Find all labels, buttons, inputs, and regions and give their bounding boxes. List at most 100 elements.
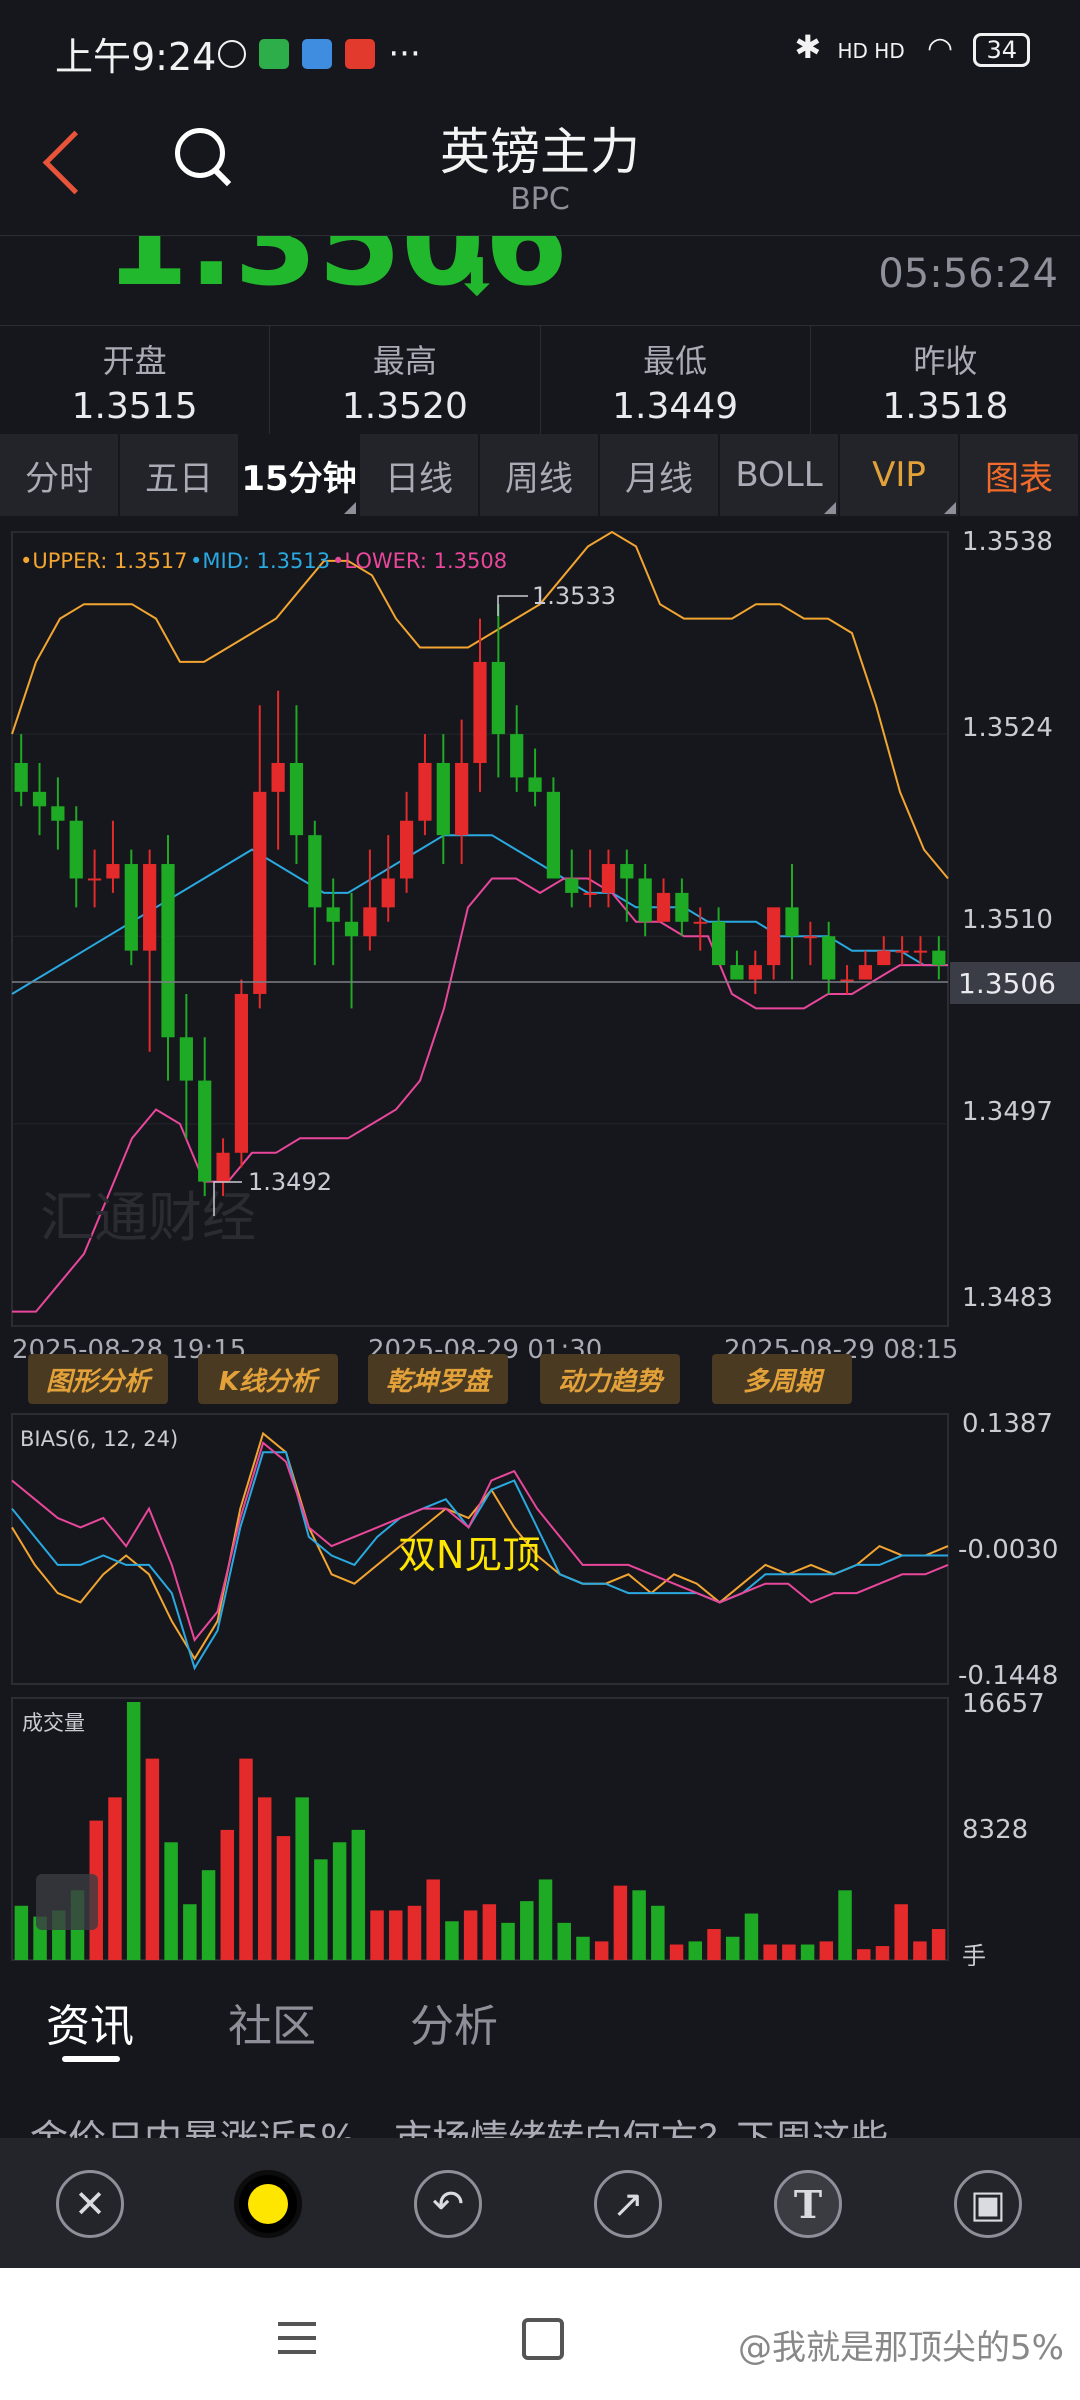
volume-bar (407, 1905, 422, 1960)
candle (822, 936, 836, 980)
news-headline[interactable]: 金价日内暴涨近5%，市场情绪转向何方？下周这些 (30, 2117, 889, 2140)
signal-icon: HD HD (837, 39, 905, 63)
candle (51, 806, 65, 821)
volume-bars (14, 1702, 946, 1960)
candle (161, 864, 175, 1038)
tab-label: VIP (872, 455, 926, 495)
candle (179, 1037, 193, 1081)
battery-icon: 34 (973, 33, 1030, 67)
volume-bar (332, 1842, 347, 1960)
info-tabs: 资讯 社区 分析 (0, 1960, 1080, 2062)
tab-label: 图表 (985, 458, 1053, 499)
last-price: 1.3506 (105, 235, 569, 313)
page-title: 英镑主力 (440, 123, 640, 181)
tab-label: 月线 (625, 458, 693, 499)
tab-five-day[interactable]: 五日 (120, 434, 240, 516)
volume-bar (482, 1904, 497, 1960)
legend-mid: •MID: 1.3513 (190, 549, 330, 573)
ohlc-open: 开盘 1.3515 (0, 326, 271, 434)
close-icon[interactable]: ✕ (56, 2170, 124, 2238)
pattern-analysis-button[interactable]: 图形分析 (28, 1354, 168, 1404)
tab-news[interactable]: 资讯 (46, 2001, 134, 2052)
volume-bar (838, 1890, 852, 1960)
bias-label: BIAS(6, 12, 24) (20, 1427, 178, 1451)
tab-label: 分时 (25, 458, 93, 499)
tab-vip[interactable]: VIP (840, 434, 960, 516)
search-icon[interactable] (175, 128, 225, 178)
momentum-trend-button[interactable]: 动力趋势 (540, 1354, 680, 1404)
dropdown-corner-icon (944, 502, 956, 514)
tab-label: 日线 (385, 458, 453, 499)
bias-line-bias24 (11, 1441, 949, 1643)
volume-bar (108, 1797, 122, 1960)
undo-icon[interactable]: ↶ (414, 2170, 482, 2238)
home-icon[interactable] (522, 2318, 564, 2360)
text-tool-button[interactable]: T (774, 2170, 842, 2238)
expand-chart-icon[interactable] (36, 1874, 98, 1930)
volume-y-tick: 8328 (962, 1815, 1028, 1845)
dropdown-corner-icon (344, 502, 356, 514)
candle (106, 864, 120, 879)
tab-label: 15分钟 (241, 458, 357, 499)
candle (858, 965, 873, 980)
candle (546, 791, 561, 879)
ohlc-high: 最高 1.3520 (270, 326, 541, 434)
volume-bar (389, 1910, 403, 1960)
color-picker-button[interactable] (234, 2170, 302, 2238)
color-swatch (248, 2184, 288, 2224)
volume-bar (707, 1929, 721, 1960)
tab-label: BOLL (735, 455, 823, 495)
tab-community[interactable]: 社区 (228, 2001, 316, 2052)
tab-label: 五日 (145, 458, 213, 499)
menu-icon[interactable] (278, 2322, 316, 2364)
multi-period-button[interactable]: 多周期 (712, 1354, 852, 1404)
candle (32, 791, 47, 807)
y-tick: 1.3497 (962, 1097, 1053, 1127)
bias-lines (11, 1431, 949, 1671)
volume-chart-frame (11, 1697, 949, 1961)
candle (932, 950, 946, 966)
arrow-tool-icon[interactable]: ↗ (594, 2170, 662, 2238)
y-tick: 1.3510 (962, 905, 1053, 935)
candle (767, 907, 781, 966)
candle (638, 878, 652, 922)
volume-bar (538, 1879, 553, 1960)
candle (143, 864, 157, 951)
candle (675, 892, 689, 922)
bias-chart-frame (11, 1413, 949, 1685)
tab-timeshare[interactable]: 分时 (0, 434, 120, 516)
ohlc-value: 1.3520 (341, 386, 468, 427)
chart-area[interactable]: 汇通财经 •UPPER: 1.3517 •MID: 1.3513 •LOWER:… (0, 516, 1080, 1966)
ohlc-prev-close: 昨收 1.3518 (811, 326, 1080, 434)
y-tick: 1.3483 (962, 1283, 1053, 1313)
tab-monthly[interactable]: 月线 (600, 434, 720, 516)
wifi-icon: ◠ (927, 31, 954, 66)
volume-bar (126, 1702, 141, 1960)
volume-bar (875, 1946, 890, 1960)
volume-bar (276, 1836, 291, 1960)
tab-label: 周线 (505, 458, 573, 499)
tab-boll[interactable]: BOLL (720, 434, 840, 516)
volume-bar (145, 1758, 160, 1960)
page-subtitle: BPC (510, 182, 570, 217)
legend-lower: •LOWER: 1.3508 (332, 549, 507, 573)
tab-chart-settings[interactable]: 图表 (960, 434, 1080, 516)
volume-bar (445, 1921, 459, 1960)
volume-bar (557, 1922, 571, 1960)
boll-lower-line (12, 877, 948, 1313)
drawing-toolbar: ✕ ↶ ↗ T ▣ (0, 2138, 1080, 2268)
compass-button[interactable]: 乾坤罗盘 (368, 1354, 508, 1404)
tab-15min[interactable]: 15分钟 (240, 434, 360, 516)
y-tick: 1.3524 (962, 713, 1053, 743)
kline-analysis-button[interactable]: K线分析 (198, 1354, 338, 1404)
tab-weekly[interactable]: 周线 (480, 434, 600, 516)
ohlc-label: 开盘 (102, 342, 167, 380)
status-bar: 上午9:24 ··· ✱ HD HD ◠ 34 (0, 0, 1080, 100)
candle (253, 791, 267, 994)
candle (271, 762, 285, 792)
candle (308, 835, 322, 908)
tab-analysis[interactable]: 分析 (410, 2001, 498, 2052)
save-icon[interactable]: ▣ (954, 2170, 1022, 2238)
header: 英镑主力 BPC (0, 100, 1080, 235)
tab-daily[interactable]: 日线 (360, 434, 480, 516)
